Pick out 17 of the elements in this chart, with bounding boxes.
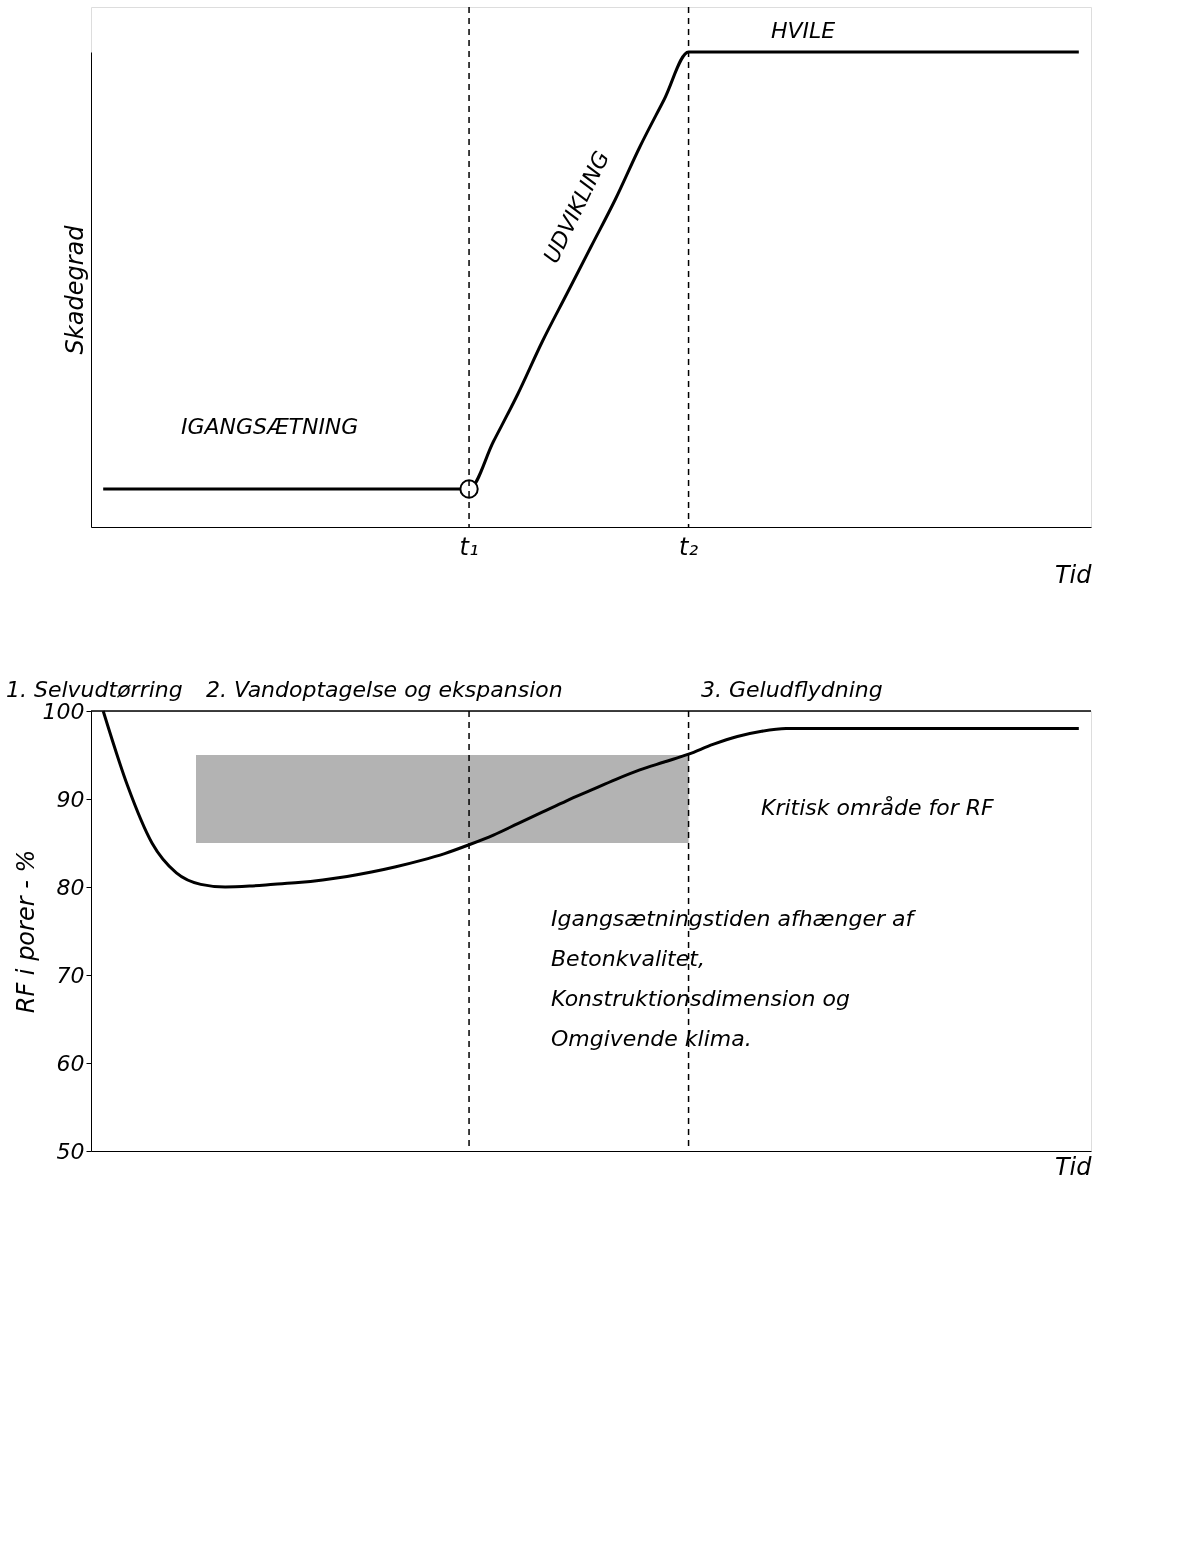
annotation: IGANGSÆTNING bbox=[181, 413, 359, 439]
y-tick-label: 50 bbox=[56, 1138, 85, 1164]
x-tick-label: t₂ bbox=[679, 532, 699, 561]
x-axis-title: Tid bbox=[1054, 1152, 1093, 1181]
text: 2. Vandoptagelse og ekspansion bbox=[206, 677, 563, 703]
text: 3. Geludflydning bbox=[701, 677, 883, 703]
y-tick-label: 60 bbox=[56, 1050, 85, 1076]
y-tick-label: 90 bbox=[56, 786, 85, 812]
text: HVILE bbox=[771, 18, 836, 44]
y-tick-label: 70 bbox=[56, 962, 85, 988]
y-axis-title: Skadegrad bbox=[60, 224, 89, 355]
annotation: Kritisk område for RF bbox=[761, 794, 994, 820]
y-axis-title: RF i porer - % bbox=[11, 849, 40, 1014]
x-axis-title: Tid bbox=[1054, 560, 1093, 589]
annotation: Igangsætningstiden afhænger af Betonkvalitet, Konstruktionsdimension og Omgivende klima. bbox=[551, 906, 917, 1051]
x-tick-label: t₁ bbox=[459, 532, 479, 561]
y-tick-label: 80 bbox=[56, 874, 85, 900]
